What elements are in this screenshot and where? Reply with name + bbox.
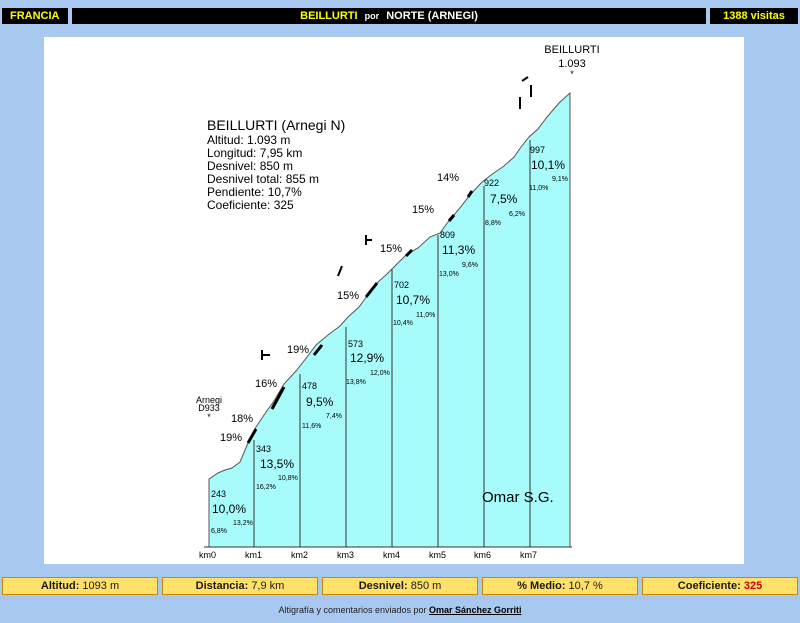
info-line: Longitud: 7,95 km bbox=[207, 146, 302, 160]
stat-distancia: Distancia: 7,9 km bbox=[162, 577, 318, 595]
segment-altitude: 997 bbox=[530, 145, 545, 155]
segment-slope: 10,7% bbox=[396, 293, 430, 307]
stat-label: % Medio: bbox=[517, 580, 566, 592]
hairpin-icons bbox=[261, 76, 532, 360]
info-line: Coeficiente: 325 bbox=[207, 198, 294, 212]
ramp-label: 16% bbox=[255, 378, 277, 390]
stat-altitud: Altitud: 1093 m bbox=[2, 577, 158, 595]
author-watermark: Omar S.G. bbox=[482, 489, 554, 506]
segment-subslope: 11,0% bbox=[416, 312, 435, 319]
stat-label: Distancia: bbox=[195, 580, 249, 592]
segment-subslope: 13,2% bbox=[233, 520, 253, 527]
segment-slope: 11,3% bbox=[442, 243, 475, 257]
segment-altitude: 343 bbox=[256, 444, 271, 454]
ramp-label: 18% bbox=[231, 413, 253, 425]
segment-subslope: 12,0% bbox=[370, 370, 390, 377]
segment-altitude: 809 bbox=[440, 230, 455, 240]
info-line: Pendiente: 10,7% bbox=[207, 185, 302, 199]
stat-label: Desnivel: bbox=[358, 580, 408, 592]
segment-labels: 243 10,0% 13,2% 6,8% 343 13,5% 10,8% 16,… bbox=[211, 145, 568, 535]
peak-name: BEILLURTI bbox=[300, 10, 358, 22]
km-axis: km0 km1 km2 km3 km4 km5 km6 km7 bbox=[199, 550, 537, 560]
km-gridlines bbox=[253, 140, 531, 547]
segment-subslope: 13,8% bbox=[346, 379, 366, 386]
segment-slope: 9,5% bbox=[306, 395, 334, 409]
info-title: BEILLURTI (Arnegi N) bbox=[207, 117, 345, 133]
summit-name: BEILLURTI bbox=[544, 44, 599, 56]
summit-altitude: 1.093 bbox=[558, 58, 586, 70]
segment-slope: 12,9% bbox=[350, 351, 384, 365]
segment-altitude: 478 bbox=[302, 381, 317, 391]
segment-subslope: 10,8% bbox=[278, 475, 298, 482]
summit-marker: * bbox=[570, 69, 574, 79]
segment-subslope: 10,4% bbox=[393, 320, 413, 327]
ramp-label: 19% bbox=[287, 344, 309, 356]
profile-chart: BEILLURTI 1.093 * Arnegi D933 * BEILLURT… bbox=[196, 44, 600, 560]
author-link[interactable]: Omar Sánchez Gorriti bbox=[429, 605, 522, 615]
segment-subslope: 9,6% bbox=[462, 262, 478, 269]
route-name: NORTE (ARNEGI) bbox=[386, 10, 478, 22]
segment-altitude: 922 bbox=[484, 178, 499, 188]
footer-credit: Altigrafía y comentarios enviados por Om… bbox=[0, 605, 800, 615]
stat-label: Altitud: bbox=[40, 580, 80, 592]
info-line: Desnivel total: 855 m bbox=[207, 172, 319, 186]
stat-label: Coeficiente: bbox=[677, 580, 741, 592]
segment-subslope: 13,0% bbox=[439, 271, 459, 278]
stat-value: 10,7 % bbox=[568, 580, 603, 592]
segment-subslope: 11,6% bbox=[302, 423, 321, 430]
start-name: Arnegi bbox=[196, 395, 222, 405]
km-label: km1 bbox=[245, 550, 262, 560]
segment-subslope: 9,1% bbox=[552, 176, 568, 183]
region-label: FRANCIA bbox=[2, 8, 68, 24]
altimetry-profile: BEILLURTI 1.093 * Arnegi D933 * BEILLURT… bbox=[44, 37, 744, 564]
info-line: Desnivel: 850 m bbox=[207, 159, 293, 173]
km-label: km0 bbox=[199, 550, 216, 560]
stat-value: 850 m bbox=[410, 580, 442, 592]
ramp-labels: 19% 18% 16% 19% 15% 15% 15% 14% bbox=[220, 172, 459, 444]
ramp-label: 14% bbox=[437, 172, 459, 184]
climb-info: BEILLURTI (Arnegi N) Altitud: 1.093 m Lo… bbox=[207, 117, 345, 212]
km-label: km7 bbox=[520, 550, 537, 560]
ramp-label: 15% bbox=[380, 243, 402, 255]
stat-medio: % Medio: 10,7 % bbox=[482, 577, 638, 595]
segment-slope: 10,1% bbox=[531, 158, 565, 172]
segment-subslope: 11,0% bbox=[529, 185, 548, 192]
stat-desnivel: Desnivel: 850 m bbox=[322, 577, 478, 595]
km-label: km4 bbox=[383, 550, 400, 560]
climb-title: BEILLURTI por NORTE (ARNEGI) bbox=[72, 8, 706, 24]
segment-altitude: 243 bbox=[211, 489, 226, 499]
stat-coeficiente: Coeficiente: 325 bbox=[642, 577, 798, 595]
stat-value: 7,9 km bbox=[251, 580, 285, 592]
segment-slope: 7,5% bbox=[490, 192, 518, 206]
segment-slope: 13,5% bbox=[260, 457, 294, 471]
segment-altitude: 573 bbox=[348, 339, 363, 349]
ramp-label: 15% bbox=[412, 204, 434, 216]
ramp-label: 15% bbox=[337, 290, 359, 302]
stat-value: 325 bbox=[743, 580, 763, 592]
stats-bar: Altitud: 1093 m Distancia: 7,9 km Desniv… bbox=[2, 577, 798, 595]
por-label: por bbox=[364, 11, 380, 21]
segment-slope: 10,0% bbox=[212, 502, 246, 516]
footer-text: Altigrafía y comentarios enviados por bbox=[278, 605, 427, 615]
segment-subslope: 6,8% bbox=[211, 528, 227, 535]
start-road: D933 bbox=[198, 403, 220, 413]
info-line: Altitud: 1.093 m bbox=[207, 133, 290, 147]
segment-subslope: 6,2% bbox=[509, 211, 525, 218]
visit-counter: 1388 visitas bbox=[710, 8, 798, 24]
start-marker: * bbox=[207, 412, 211, 422]
km-label: km6 bbox=[474, 550, 491, 560]
km-label: km5 bbox=[429, 550, 446, 560]
ramp-label: 19% bbox=[220, 432, 242, 444]
km-label: km3 bbox=[337, 550, 354, 560]
top-bar: FRANCIA BEILLURTI por NORTE (ARNEGI) 138… bbox=[2, 8, 798, 24]
km-label: km2 bbox=[291, 550, 308, 560]
segment-subslope: 7,4% bbox=[326, 413, 342, 420]
ramp-marks bbox=[246, 190, 474, 444]
segment-altitude: 702 bbox=[394, 280, 409, 290]
segment-subslope: 8,8% bbox=[485, 220, 501, 227]
stat-value: 1093 m bbox=[82, 580, 120, 592]
segment-subslope: 16,2% bbox=[256, 484, 276, 491]
